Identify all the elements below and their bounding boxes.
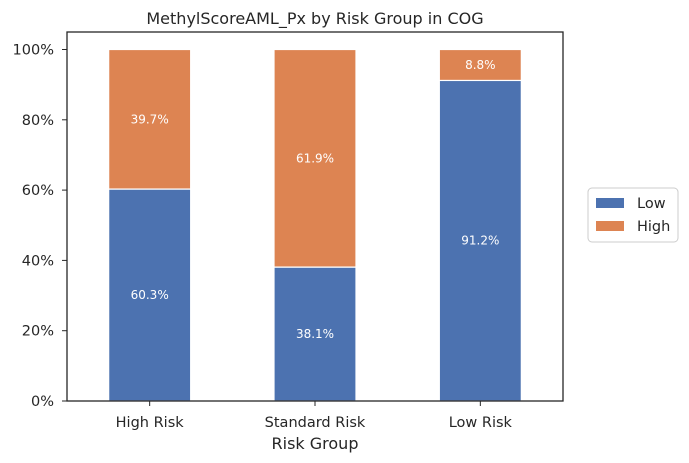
bar-value-label: 38.1% [296,327,334,341]
legend-swatch-low [596,198,624,208]
bar-low-standard-risk [273,266,357,402]
y-tick-label: 60% [22,183,54,199]
bar-value-label: 8.8% [465,58,496,72]
legend-label-high: High [637,219,670,235]
x-tick-label: Standard Risk [265,415,366,431]
bar-high-high-risk [108,48,192,190]
bar-value-label: 60.3% [131,288,169,302]
y-tick-label: 20% [22,324,54,340]
y-tick-label: 100% [13,43,54,59]
y-tick-label: 0% [31,394,54,410]
y-tick-label: 40% [22,253,54,269]
bar-value-label: 39.7% [131,112,169,126]
bar-value-label: 91.2% [461,234,499,248]
plot-frame [66,31,564,402]
legend: Low High [587,187,679,243]
y-tick-label: 80% [22,113,54,129]
x-axis-label: Risk Group [272,434,359,453]
chart-title: MethylScoreAML_Px by Risk Group in COG [146,9,483,29]
bar-high-standard-risk [273,48,357,268]
x-tick-label: Low Risk [449,415,513,431]
bar-value-label: 61.9% [296,151,334,165]
legend-label-low: Low [637,196,666,212]
legend-swatch-high [596,221,624,231]
plot-area: 0% 20% 40% 60% 80% 100% 60.3% 39.7% High Risk 38.… [13,43,522,431]
bar-low-low-risk [438,79,522,402]
x-tick-label: High Risk [116,415,185,431]
bar-high-low-risk [438,48,522,82]
